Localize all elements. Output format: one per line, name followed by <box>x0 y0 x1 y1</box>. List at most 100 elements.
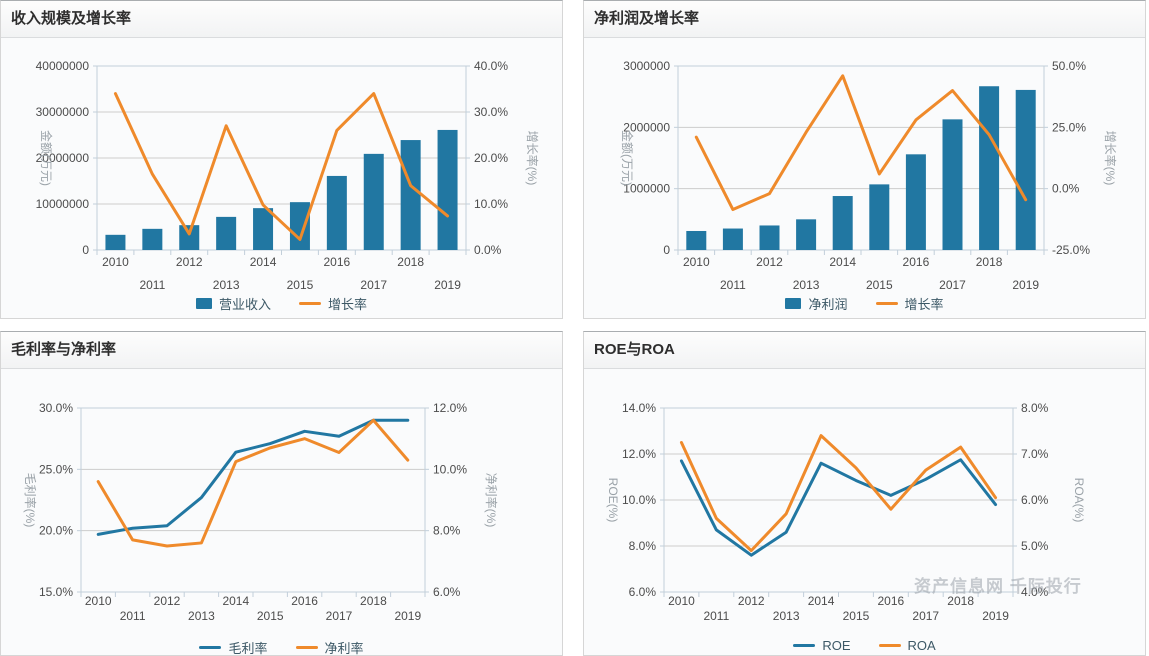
x-axis-label: 2018 <box>360 594 387 608</box>
right-axis-tick-label: 6.0% <box>433 585 461 599</box>
x-axis-label: 2012 <box>756 255 783 269</box>
x-axis-label: 2018 <box>976 255 1003 269</box>
x-axis-label: 2016 <box>323 255 350 269</box>
roe-roa-panel: ROE与ROA 6.0% 8.0% 10.0% 12.0% 14.0% 4.0% 5.0% 6… <box>583 331 1146 656</box>
x-axis-label: 2019 <box>394 609 421 623</box>
x-axis-label: 2016 <box>903 255 930 269</box>
plot-border <box>80 407 426 593</box>
legend-swatch <box>785 298 802 309</box>
bar <box>1015 89 1036 250</box>
legend-swatch <box>295 646 318 649</box>
x-axis-label: 2015 <box>866 278 893 292</box>
left-axis-tick-label: 40000000 <box>36 59 90 73</box>
panel-title: 收入规模及增长率 <box>11 10 132 27</box>
right-axis-tick-label: 7.0% <box>1021 447 1049 461</box>
x-axis-label: 2013 <box>188 609 215 623</box>
legend-item-growth-rate[interactable]: 增长率 <box>299 294 367 313</box>
x-axis-label: 2015 <box>843 609 870 623</box>
x-axis-label: 2014 <box>808 594 835 608</box>
bar <box>905 154 926 250</box>
x-axis-label: 2014 <box>222 594 249 608</box>
right-axis-tick-label: 25.0% <box>1052 120 1086 134</box>
x-axis-label: 2010 <box>668 594 695 608</box>
revenue-growth-panel: 收入规模及增长率 0 10000000 20000000 30000000 400000… <box>0 0 563 319</box>
legend-swatch <box>195 298 212 309</box>
x-axis-label: 2012 <box>176 255 203 269</box>
x-axis-label: 2013 <box>213 278 240 292</box>
x-axis-label: 2016 <box>291 594 318 608</box>
bar <box>759 225 780 250</box>
left-axis-title: ROE(%) <box>606 478 620 523</box>
net-profit-growth-chart: 0 1000000 2000000 3000000 -25.0% 0.0% 25.0% 50.… <box>620 59 1118 292</box>
legend-item-roe[interactable]: ROE <box>793 638 851 653</box>
x-axis-label: 2018 <box>397 255 424 269</box>
x-axis-label: 2010 <box>85 594 112 608</box>
left-axis-title: 金额(万元) <box>620 130 635 186</box>
right-axis-tick-label: 20.0% <box>474 151 508 165</box>
left-axis-tick-label: 0 <box>82 243 89 257</box>
bar <box>179 225 200 250</box>
margin-chart: 15.0% 20.0% 25.0% 30.0% 6.0% 8.0% 10.0% 12.0% 20… <box>23 401 499 623</box>
bar <box>437 129 458 250</box>
x-axis-label: 2011 <box>120 609 146 623</box>
left-axis-tick-label: 30000000 <box>36 105 90 119</box>
legend-item-net-profit[interactable]: 净利润 <box>785 294 848 313</box>
x-axis-label: 2010 <box>683 255 710 269</box>
left-axis-tick-label: 10000000 <box>36 197 90 211</box>
revenue-growth-chart: 0 10000000 20000000 30000000 40000000 0.0% 10.… <box>36 59 540 292</box>
legend-label: 营业收入 <box>218 297 271 312</box>
legend-item-net-margin[interactable]: 净利率 <box>295 638 364 656</box>
line-series <box>96 418 410 536</box>
right-axis-title: ROA(%) <box>1072 478 1086 523</box>
right-axis-tick-label: 40.0% <box>474 59 508 73</box>
x-axis-label: 2017 <box>360 278 387 292</box>
bar <box>686 230 707 250</box>
legend-item-revenue[interactable]: 营业收入 <box>195 294 271 313</box>
x-axis-label: 2017 <box>326 609 353 623</box>
legend-label: 增长率 <box>904 297 944 312</box>
bar <box>363 153 384 250</box>
right-axis-tick-label: -25.0% <box>1052 243 1090 257</box>
legend-item-roa[interactable]: ROA <box>878 638 936 653</box>
x-axis-label: 2013 <box>773 609 800 623</box>
margin-panel: 毛利率与净利率 15.0% 20.0% 25.0% 30.0% 6.0% 8.0% 10.0… <box>0 331 563 656</box>
left-axis-tick-label: 20000000 <box>36 151 90 165</box>
x-axis-label: 2012 <box>154 594 181 608</box>
left-axis-tick-label: 20.0% <box>39 524 73 538</box>
x-axis-label: 2014 <box>829 255 856 269</box>
left-axis-tick-label: 8.0% <box>629 539 657 553</box>
right-axis-title: 增长率(%) <box>525 131 540 186</box>
x-axis-label: 2012 <box>738 594 765 608</box>
x-axis-label: 2017 <box>939 278 966 292</box>
left-axis-tick-label: 25.0% <box>39 462 73 476</box>
right-axis-tick-label: 5.0% <box>1021 539 1049 553</box>
x-axis-label: 2013 <box>793 278 820 292</box>
chart-legend: 营业收入 增长率 <box>1 294 562 313</box>
left-axis-tick-label: 14.0% <box>622 401 656 415</box>
line-series <box>96 418 410 548</box>
panel-title: ROE与ROA <box>594 341 675 358</box>
bar <box>832 196 853 250</box>
bar <box>796 219 817 250</box>
line-series <box>113 92 450 241</box>
right-axis-title: 增长率(%) <box>1103 131 1118 186</box>
legend-label: 增长率 <box>328 297 368 312</box>
bar <box>400 140 421 250</box>
bar <box>142 228 163 250</box>
bar <box>979 86 1000 250</box>
x-axis-label: 2018 <box>947 594 974 608</box>
left-axis-tick-label: 12.0% <box>622 447 656 461</box>
panel-title: 净利润及增长率 <box>594 10 700 27</box>
bar <box>253 208 274 250</box>
left-axis-tick-label: 30.0% <box>39 401 73 415</box>
legend-item-growth-rate[interactable]: 增长率 <box>875 294 944 313</box>
x-axis-label: 2017 <box>912 609 939 623</box>
right-axis-tick-label: 8.0% <box>1021 401 1049 415</box>
right-axis-tick-label: 0.0% <box>1052 182 1080 196</box>
x-axis-label: 2011 <box>720 278 746 292</box>
right-axis-tick-label: 30.0% <box>474 105 508 119</box>
legend-item-gross-margin[interactable]: 毛利率 <box>199 638 268 656</box>
right-axis-tick-label: 12.0% <box>433 401 467 415</box>
line-series <box>679 458 998 557</box>
